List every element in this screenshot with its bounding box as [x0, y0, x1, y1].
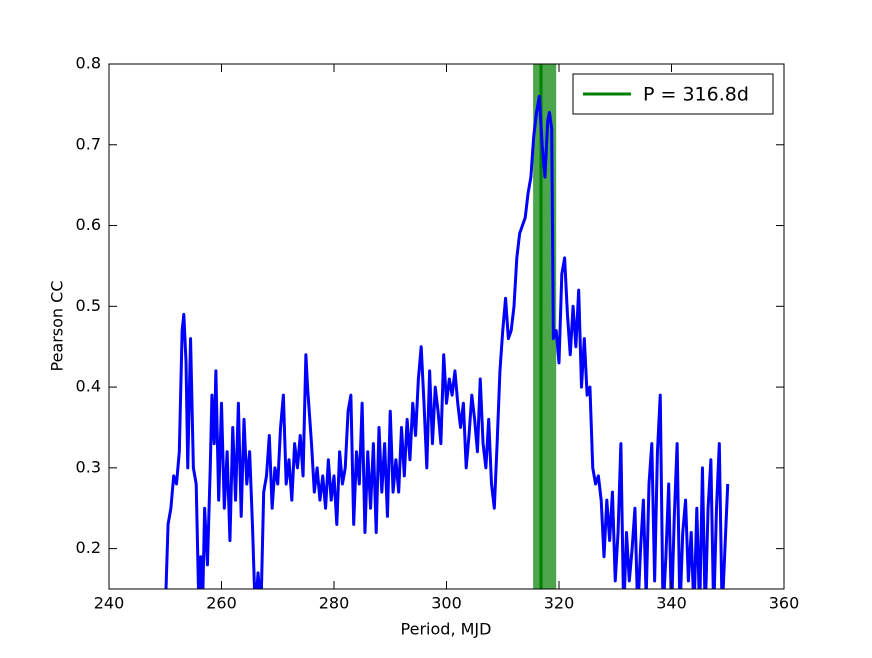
- period-band: [533, 64, 557, 589]
- y-tick-label: 0.7: [76, 134, 101, 153]
- x-axis-label: Period, MJD: [401, 620, 492, 639]
- y-tick-label: 0.5: [76, 296, 101, 315]
- x-tick-label: 300: [431, 594, 462, 613]
- x-tick-label: 360: [769, 594, 800, 613]
- legend-label: P = 316.8d: [643, 84, 749, 106]
- y-axis-label: Pearson CC: [48, 281, 67, 372]
- y-tick-label: 0.3: [76, 457, 101, 476]
- plot-area: [164, 64, 730, 589]
- y-tick-label: 0.2: [76, 538, 101, 557]
- y-tick-label: 0.4: [76, 377, 101, 396]
- x-tick-label: 260: [206, 594, 237, 613]
- data-line: [164, 94, 730, 589]
- x-tick-label: 240: [94, 594, 125, 613]
- x-tick-label: 280: [319, 594, 350, 613]
- y-tick-label: 0.8: [76, 54, 101, 73]
- x-tick-label: 320: [544, 594, 575, 613]
- y-tick-label: 0.6: [76, 215, 101, 234]
- x-tick-label: 340: [656, 594, 687, 613]
